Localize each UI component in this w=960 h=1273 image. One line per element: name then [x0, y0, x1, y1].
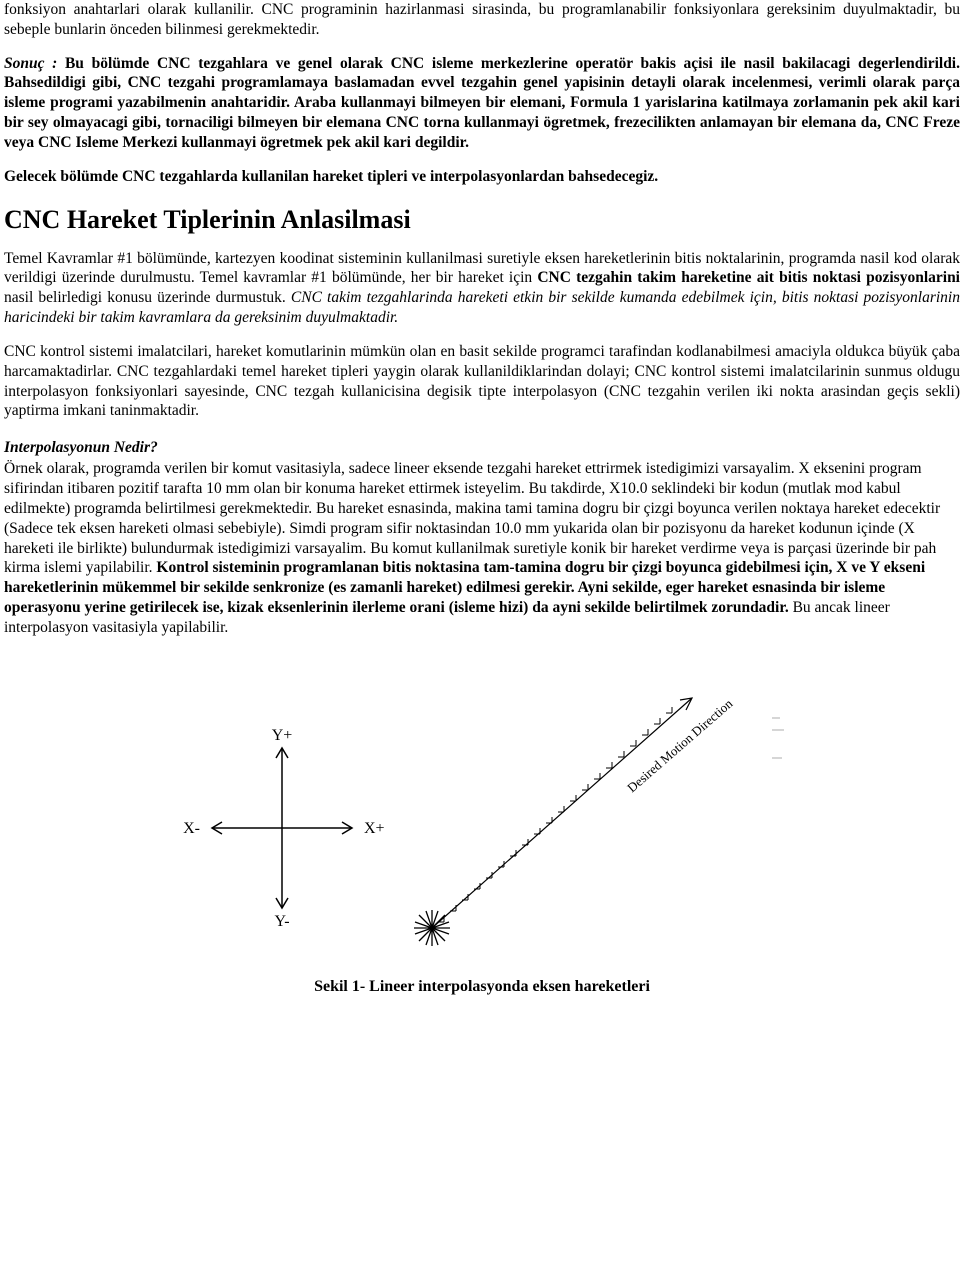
gelecek-paragraph: Gelecek bölümde CNC tezgahlarda kullanil… [4, 167, 960, 187]
axis-label-yplus: Y+ [272, 727, 293, 744]
intro-paragraph: fonksiyon anahtarlari olarak kullanilir.… [4, 0, 960, 40]
sonuc-label: Sonuç : [4, 55, 57, 72]
diagonal-label: Desired Motion Direction [624, 695, 736, 795]
axis-label-xminus: X- [183, 820, 200, 837]
body-paragraph-1: Temel Kavramlar #1 bölümünde, kartezyen … [4, 249, 960, 328]
p1-part-c: nasil belirledigi konusu üzerinde durmus… [4, 289, 291, 306]
sonuc-body: Bu bölümde CNC tezgahlara ve genel olara… [4, 55, 960, 151]
sub-heading: Interpolasyonun Nedir? [4, 439, 960, 457]
axis-label-yminus: Y- [274, 913, 289, 930]
section-heading: CNC Hareket Tiplerinin Anlasilmasi [4, 205, 960, 235]
document-page: fonksiyon anahtarlari olarak kullanilir.… [0, 0, 960, 1016]
p1-part-b: CNC tezgahin takim hareketine ait bitis … [537, 269, 960, 286]
figure-1: Y+ Y- X- X+ [4, 658, 960, 958]
figure-caption: Sekil 1- Lineer interpolasyonda eksen ha… [4, 978, 960, 996]
body-paragraph-2: CNC kontrol sistemi imalatcilari, hareke… [4, 342, 960, 421]
sonuc-paragraph: Sonuç : Bu bölümde CNC tezgahlara ve gen… [4, 54, 960, 153]
axis-label-xplus: X+ [364, 820, 385, 837]
axis-diagram-svg: Y+ Y- X- X+ [132, 658, 832, 958]
body-paragraph-3: Örnek olarak, programda verilen bir komu… [4, 459, 960, 637]
